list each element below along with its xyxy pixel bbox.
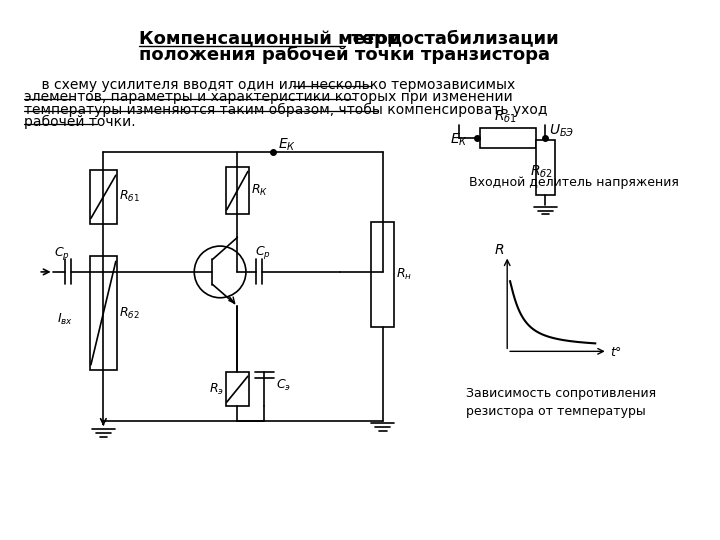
- Text: $R_э$: $R_э$: [209, 382, 224, 397]
- Text: $R_{б1}$: $R_{б1}$: [494, 109, 517, 125]
- Bar: [480, 129, 536, 147]
- Text: Входной делитель напряжения: Входной делитель напряжения: [469, 176, 679, 189]
- Text: $U_{БЭ}$: $U_{БЭ}$: [549, 122, 575, 138]
- Bar: [90, 170, 117, 224]
- Text: Зависимость сопротивления
резистора от температуры: Зависимость сопротивления резистора от т…: [466, 387, 656, 418]
- Text: $R_{н}$: $R_{н}$: [396, 267, 413, 282]
- Text: температуры изменяются таким образом, чтобы компенсировать уход: температуры изменяются таким образом, чт…: [24, 103, 547, 117]
- Text: $E_К$: $E_К$: [450, 132, 468, 148]
- Text: $t°$: $t°$: [610, 346, 621, 359]
- Bar: [90, 255, 117, 370]
- Bar: [536, 140, 555, 195]
- Text: $I_{вх}$: $I_{вх}$: [58, 312, 73, 327]
- Text: в схему усилителя вводят один или несколько термозависимых: в схему усилителя вводят один или нескол…: [24, 78, 516, 92]
- Text: $C_р$: $C_р$: [53, 245, 69, 262]
- Text: рабочей точки.: рабочей точки.: [24, 115, 135, 129]
- Text: $R_К$: $R_К$: [251, 183, 268, 198]
- Text: $R_{б1}$: $R_{б1}$: [119, 189, 140, 204]
- Text: положения рабочей точки транзистора: положения рабочей точки транзистора: [139, 45, 550, 64]
- Bar: [372, 222, 395, 327]
- Text: $R_{б2}$: $R_{б2}$: [530, 163, 553, 180]
- Bar: [226, 373, 249, 406]
- Text: термостабилизации: термостабилизации: [344, 30, 558, 49]
- Bar: [226, 167, 249, 214]
- Text: $R_{б2}$: $R_{б2}$: [119, 306, 140, 321]
- Text: $C_р$: $C_р$: [255, 244, 271, 261]
- Text: $R$: $R$: [494, 243, 504, 256]
- Text: Компенсационный метод: Компенсационный метод: [139, 30, 402, 49]
- Text: $C_э$: $C_э$: [276, 378, 291, 393]
- Text: элементов, параметры и характеристики которых при изменении: элементов, параметры и характеристики ко…: [24, 90, 513, 104]
- Text: $E_К$: $E_К$: [277, 137, 296, 153]
